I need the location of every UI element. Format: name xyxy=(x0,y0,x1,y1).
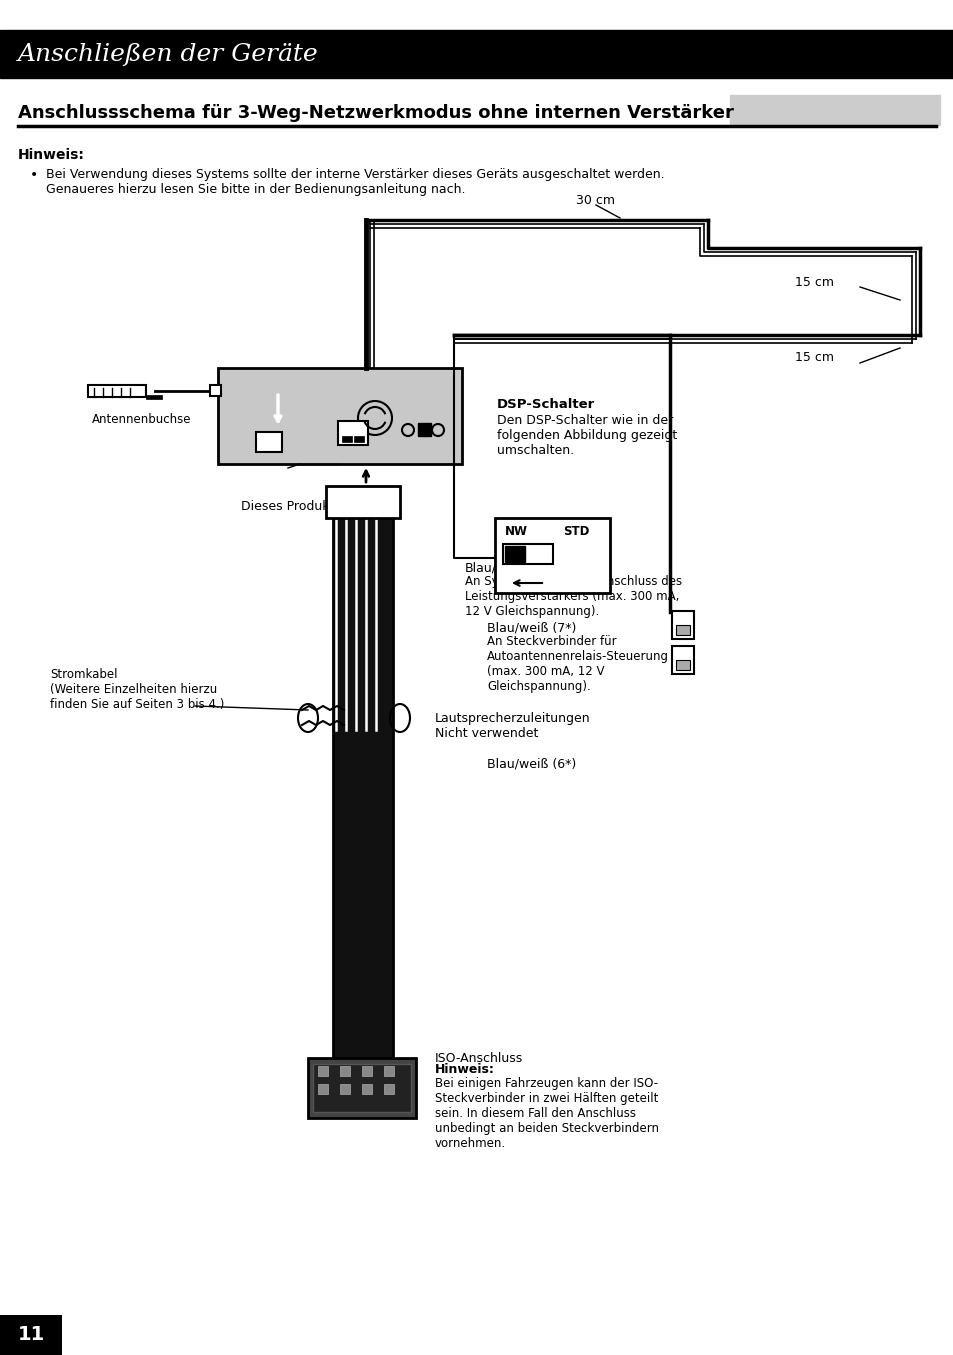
Text: 30 cm: 30 cm xyxy=(576,194,615,206)
Bar xyxy=(502,543,553,564)
Text: An Systemsteuerungs-Anschluss des
Leistungsverstärkers (max. 300 mA,
12 V Gleich: An Systemsteuerungs-Anschluss des Leistu… xyxy=(464,575,681,618)
Bar xyxy=(361,1066,372,1076)
Bar xyxy=(146,396,162,398)
Bar xyxy=(326,486,399,518)
Bar xyxy=(313,1064,411,1112)
Text: •: • xyxy=(30,168,38,182)
FancyBboxPatch shape xyxy=(495,518,609,593)
Text: Hinweis:: Hinweis: xyxy=(18,148,85,163)
Text: Blau/weiß (7*): Blau/weiß (7*) xyxy=(486,622,576,635)
Text: DSP-Schalter: DSP-Schalter xyxy=(497,398,595,411)
Bar xyxy=(218,369,461,463)
Text: STD: STD xyxy=(562,526,589,538)
Bar xyxy=(339,1066,350,1076)
Bar xyxy=(317,1084,328,1093)
Bar xyxy=(339,1084,350,1093)
Bar xyxy=(0,30,953,79)
Bar xyxy=(676,660,689,669)
Text: Bei Verwendung dieses Systems sollte der interne Verstärker dieses Geräts ausges: Bei Verwendung dieses Systems sollte der… xyxy=(46,168,664,196)
Text: Stromkabel
(Weitere Einzelheiten hierzu
finden Sie auf Seiten 3 bis 4.): Stromkabel (Weitere Einzelheiten hierzu … xyxy=(50,668,224,711)
Text: ISO-Anschluss: ISO-Anschluss xyxy=(435,1051,522,1065)
Text: Blau/weiß: Blau/weiß xyxy=(464,562,526,575)
Text: Blau/weiß (6*): Blau/weiß (6*) xyxy=(486,757,576,771)
Bar xyxy=(384,1066,394,1076)
Bar xyxy=(0,1314,62,1355)
Bar xyxy=(333,518,393,1108)
Bar xyxy=(384,1084,394,1093)
Bar xyxy=(354,436,364,442)
Bar xyxy=(88,385,146,397)
Text: Anschlussschema für 3-Weg-Netzwerkmodus ohne internen Verstärker: Anschlussschema für 3-Weg-Netzwerkmodus … xyxy=(18,104,733,122)
Bar xyxy=(361,1084,372,1093)
Text: Antennenbuchse: Antennenbuchse xyxy=(91,413,192,425)
Text: 11: 11 xyxy=(17,1325,45,1344)
Text: Dieses Produkt: Dieses Produkt xyxy=(241,500,335,514)
Bar xyxy=(341,436,352,442)
Text: Anschließen der Geräte: Anschließen der Geräte xyxy=(18,42,318,65)
Text: Lautsprecherzuleitungen
Nicht verwendet: Lautsprecherzuleitungen Nicht verwendet xyxy=(435,711,590,740)
Bar xyxy=(676,625,689,635)
Bar xyxy=(671,611,693,640)
Bar xyxy=(504,546,524,562)
Text: NW: NW xyxy=(504,526,527,538)
Bar xyxy=(210,385,221,396)
Bar xyxy=(317,1066,328,1076)
Text: 15 cm: 15 cm xyxy=(795,275,834,289)
Bar xyxy=(308,1058,416,1118)
Text: 15 cm: 15 cm xyxy=(795,351,834,364)
Bar xyxy=(337,421,368,444)
Text: Bei einigen Fahrzeugen kann der ISO-
Steckverbinder in zwei Hälften geteilt
sein: Bei einigen Fahrzeugen kann der ISO- Ste… xyxy=(435,1077,659,1150)
Text: Hinweis:: Hinweis: xyxy=(435,1064,495,1076)
Bar xyxy=(729,95,939,125)
Bar xyxy=(417,423,431,436)
Text: Den DSP-Schalter wie in der
folgenden Abbildung gezeigt
umschalten.: Den DSP-Schalter wie in der folgenden Ab… xyxy=(497,415,677,457)
Text: An Steckverbinder für
Autoantennenrelais-Steuerung
(max. 300 mA, 12 V
Gleichspan: An Steckverbinder für Autoantennenrelais… xyxy=(486,635,668,692)
Bar xyxy=(671,646,693,673)
Bar xyxy=(255,432,282,453)
